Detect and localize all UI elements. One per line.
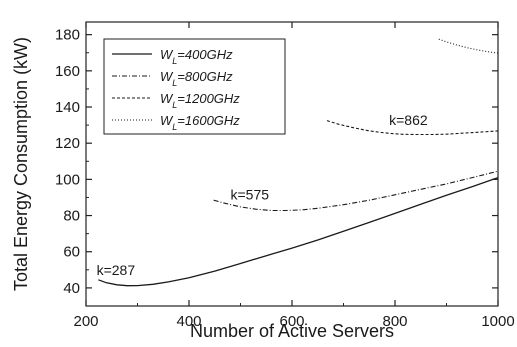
legend-box <box>103 38 286 135</box>
curve-annotation: k=862 <box>389 112 428 128</box>
legend-label: WL=1600GHz <box>160 113 240 132</box>
y-tick-label: 120 <box>55 135 80 152</box>
y-axis-title: Total Energy Consumption (kW) <box>11 37 31 291</box>
curve-annotation: k=575 <box>230 186 269 202</box>
x-axis-title: Number of Active Servers <box>190 321 394 341</box>
x-tick-label: 200 <box>73 313 98 330</box>
series-line <box>213 170 499 212</box>
series-line <box>326 120 499 136</box>
annotations: k=287 k=575 k=862 <box>97 112 428 278</box>
legend: WL=400GHz WL=800GHz WL=1200GHz WL=1600GHz <box>103 38 286 135</box>
x-tick-label: 1000 <box>481 313 514 330</box>
x-tick-label: 400 <box>176 313 201 330</box>
y-tick-label: 160 <box>55 63 80 80</box>
series-line <box>438 38 499 54</box>
y-tick-label: 100 <box>55 171 80 188</box>
x-tick-label: 600 <box>279 313 304 330</box>
series-line <box>98 176 499 287</box>
series-layer <box>98 38 499 287</box>
legend-label: WL=1200GHz <box>160 91 240 110</box>
y-tick-label: 40 <box>63 280 80 297</box>
axis-ticks <box>85 22 499 306</box>
tick-labels: 200 400 600 800 1000 40 60 80 100 120 140 160 180 <box>55 27 515 330</box>
y-tick-label: 60 <box>63 244 80 261</box>
y-tick-label: 140 <box>55 99 80 116</box>
legend-label: WL=400GHz <box>160 47 233 66</box>
legend-label: WL=800GHz <box>160 69 233 88</box>
x-tick-label: 800 <box>382 313 407 330</box>
y-tick-label: 180 <box>55 27 80 44</box>
curve-annotation: k=287 <box>97 262 136 278</box>
y-tick-label: 80 <box>63 208 80 225</box>
